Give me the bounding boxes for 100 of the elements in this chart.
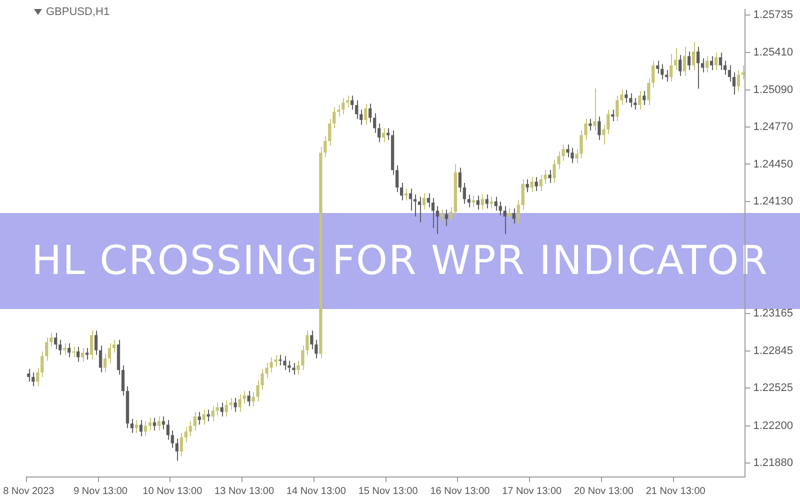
y-tick-label: 1.25410: [753, 46, 794, 59]
candlestick: [426, 192, 430, 208]
candlestick: [611, 109, 614, 122]
candlestick: [480, 194, 484, 210]
candlestick: [620, 89, 624, 106]
candlestick: [552, 159, 556, 184]
candlestick: [516, 200, 520, 224]
candlestick: [206, 409, 210, 422]
candlestick: [193, 411, 196, 431]
candlestick: [364, 103, 368, 126]
candlestick: [634, 97, 637, 110]
candlestick: [656, 60, 660, 74]
candlestick: [288, 360, 291, 373]
candlestick: [342, 97, 345, 115]
x-tick-label: 17 Nov 13:00: [502, 486, 562, 497]
candlestick: [534, 176, 538, 192]
candlestick: [440, 209, 444, 222]
candlestick: [180, 432, 183, 457]
candlestick: [296, 360, 300, 376]
candlestick: [660, 64, 664, 80]
candlestick: [476, 195, 480, 210]
candlestick: [80, 347, 84, 362]
candlestick: [247, 390, 250, 407]
candlestick: [616, 95, 619, 122]
candlestick: [588, 118, 592, 132]
candlestick: [436, 206, 440, 234]
candlestick: [700, 58, 704, 73]
candlestick: [229, 397, 232, 410]
candlestick: [188, 420, 192, 437]
candlestick: [548, 170, 552, 184]
candlestick: [32, 372, 35, 387]
candlestick: [216, 402, 219, 416]
y-tick-label: 1.24770: [753, 121, 794, 134]
candlestick: [27, 368, 30, 382]
candlestick: [130, 418, 134, 434]
candlestick: [584, 118, 588, 140]
candlestick: [692, 42, 696, 71]
x-tick-label: 15 Nov 13:00: [358, 486, 418, 497]
y-tick-label: 1.24450: [753, 158, 794, 170]
candlestick: [274, 354, 278, 368]
candlestick: [94, 330, 98, 356]
candlestick: [462, 182, 466, 204]
candlestick: [400, 182, 404, 201]
y-tick-label: 1.21880: [753, 457, 794, 470]
candlestick: [148, 417, 152, 431]
candlestick: [211, 406, 214, 422]
candlestick: [85, 347, 89, 360]
candlestick: [512, 208, 516, 224]
candlestick: [467, 194, 471, 208]
candlestick: [408, 188, 412, 212]
candlestick: [598, 116, 601, 140]
y-tick-label: 1.22200: [753, 420, 794, 432]
x-tick-label: 9 Nov 13:00: [74, 486, 128, 497]
candlestick: [278, 354, 282, 366]
candlestick: [490, 196, 493, 209]
candlestick: [418, 196, 422, 223]
candlestick: [45, 336, 48, 362]
candlestick: [570, 147, 574, 164]
x-tick-label: 13 Nov 13:00: [214, 486, 274, 497]
x-tick-label: 20 Nov 13:00: [574, 486, 634, 497]
candlestick: [485, 194, 488, 209]
candlestick: [444, 209, 448, 226]
candlestick: [202, 409, 206, 426]
candlestick: [431, 197, 435, 229]
candlestick: [157, 416, 161, 431]
candlestick: [68, 342, 71, 358]
y-tick-label: 1.25090: [753, 84, 794, 96]
candlestick: [508, 208, 511, 229]
candlestick: [593, 88, 596, 132]
candlestick: [503, 206, 506, 234]
candlestick: [166, 420, 170, 440]
candlestick: [638, 90, 642, 110]
candlestick: [710, 56, 714, 71]
y-tick-label: 1.24130: [753, 195, 794, 208]
candlestick: [642, 90, 646, 106]
candlestick: [108, 342, 112, 364]
candlestick: [350, 95, 354, 110]
x-tick-label: 8 Nov 2023: [3, 486, 55, 497]
x-tick-label: 14 Nov 13:00: [286, 486, 346, 497]
candlestick: [224, 400, 228, 418]
candlestick: [292, 362, 296, 376]
candlestick: [76, 346, 80, 362]
candlestick: [494, 196, 498, 212]
y-tick-label: 1.22525: [753, 382, 794, 394]
candlestick: [134, 420, 138, 434]
candlestick: [624, 89, 628, 104]
candlestick: [458, 167, 462, 193]
candlestick: [337, 104, 340, 118]
candlestick: [714, 52, 718, 71]
candlestick: [728, 64, 732, 82]
candlestick: [665, 70, 668, 82]
candlestick: [170, 430, 174, 448]
candlestick: [139, 420, 143, 437]
y-tick-label: 1.22845: [753, 344, 794, 357]
candlestick: [526, 178, 529, 193]
candlestick: [234, 397, 237, 412]
y-tick-label: 1.23165: [753, 308, 794, 320]
candlestick: [696, 46, 700, 90]
candlestick: [184, 426, 188, 443]
x-tick-label: 16 Nov 13:00: [430, 486, 490, 497]
